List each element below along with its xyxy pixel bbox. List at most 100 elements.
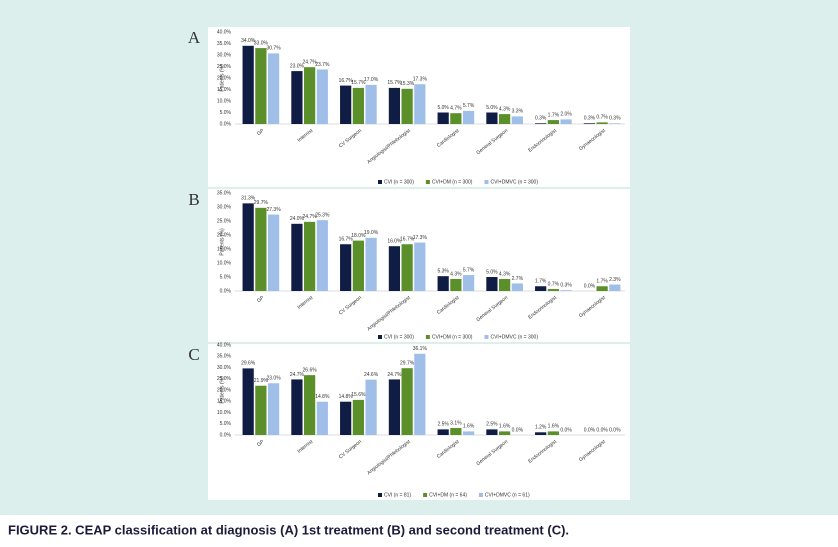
bar <box>499 114 511 124</box>
bar <box>560 119 572 124</box>
bar <box>255 207 267 291</box>
y-tick-label: 10.0% <box>217 98 232 104</box>
bar <box>547 289 559 291</box>
bar <box>352 399 364 435</box>
value-label: 2.7% <box>512 276 524 282</box>
value-label: 23.0% <box>290 63 305 69</box>
value-label: 3.3% <box>512 109 524 115</box>
bar <box>437 276 449 291</box>
bar <box>340 401 352 435</box>
bar <box>267 214 280 291</box>
legend-swatch <box>484 180 489 184</box>
value-label: 25.3% <box>315 212 330 218</box>
legend-swatch <box>425 335 430 339</box>
y-tick-label: 25.0% <box>217 64 232 70</box>
y-tick-label: 35.0% <box>217 41 232 47</box>
bar <box>414 353 426 435</box>
value-label: 16.7% <box>339 78 354 84</box>
bar <box>242 203 254 291</box>
y-tick-label: 20.0% <box>217 75 232 81</box>
bar <box>462 110 475 124</box>
bar <box>486 112 498 124</box>
bar <box>596 286 608 291</box>
y-tick-label: 30.0% <box>217 365 232 371</box>
value-label: 0.3% <box>560 282 572 288</box>
legend-label: CVI+DMVC (n = 300) <box>490 334 538 340</box>
bar <box>352 87 364 124</box>
value-label: 24.6% <box>364 372 379 378</box>
value-label: 26.6% <box>303 367 318 373</box>
bar <box>535 123 547 124</box>
value-label: 2.5% <box>437 422 449 428</box>
value-label: 15.7% <box>387 80 402 86</box>
y-axis-title: Patients (%) <box>219 64 225 92</box>
y-tick-label: 5.0% <box>220 274 232 280</box>
legend-swatch <box>378 493 382 497</box>
bar <box>316 401 328 435</box>
bar <box>304 375 316 435</box>
value-label: 30.7% <box>266 46 281 52</box>
value-label: 0.3% <box>535 116 547 122</box>
value-label: 0.0% <box>609 427 621 433</box>
value-label: 0.0% <box>596 427 608 433</box>
bar <box>401 368 413 435</box>
value-label: 24.7% <box>290 372 305 378</box>
value-label: 31.3% <box>241 196 256 202</box>
y-tick-label: 15.0% <box>217 246 232 252</box>
value-label: 5.0% <box>486 269 498 275</box>
value-label: 0.0% <box>584 283 596 289</box>
bar <box>401 244 413 291</box>
y-tick-label: 20.0% <box>217 232 232 238</box>
value-label: 15.6% <box>351 392 366 398</box>
value-label: 24.7% <box>387 372 402 378</box>
legend-label: CVI (n = 81) <box>384 492 411 498</box>
bar <box>511 116 523 124</box>
bar <box>365 84 377 124</box>
y-tick-label: 40.0% <box>217 29 232 35</box>
y-tick-label: 5.0% <box>220 110 232 116</box>
legend-swatch <box>378 180 382 184</box>
legend-label: CVI (n = 300) <box>384 334 414 340</box>
value-label: 4.3% <box>499 106 511 112</box>
value-label: 29.6% <box>241 361 256 367</box>
y-tick-label: 30.0% <box>217 52 232 58</box>
value-label: 29.7% <box>400 361 415 367</box>
bar <box>291 223 303 291</box>
caption: FIGURE 2. CEAP classification at diagnos… <box>8 522 569 537</box>
bar <box>401 88 413 124</box>
value-label: 23.7% <box>315 62 330 68</box>
y-tick-label: 0.0% <box>220 432 232 438</box>
bar <box>560 290 572 291</box>
y-tick-label: 35.0% <box>217 190 232 196</box>
value-label: 5.7% <box>463 267 475 273</box>
bar <box>291 379 303 435</box>
y-axis-title: Patients (%) <box>219 228 225 256</box>
value-label: 2.0% <box>560 112 572 118</box>
bar <box>352 240 364 291</box>
bar <box>486 429 498 435</box>
value-label: 5.7% <box>463 103 475 109</box>
value-label: 21.9% <box>254 378 269 384</box>
value-label: 5.0% <box>437 105 449 111</box>
value-label: 1.6% <box>463 424 475 430</box>
value-label: 1.7% <box>596 279 608 285</box>
value-label: 4.3% <box>499 271 511 277</box>
value-label: 1.2% <box>535 425 547 431</box>
bar <box>583 123 596 124</box>
value-label: 34.0% <box>241 38 256 44</box>
y-tick-label: 30.0% <box>217 204 232 210</box>
bar <box>414 242 426 291</box>
bar <box>486 277 498 291</box>
value-label: 1.6% <box>548 424 560 430</box>
bar <box>316 220 328 291</box>
bar <box>499 431 511 435</box>
bar <box>414 84 426 124</box>
x-tick-label: GP <box>256 294 266 304</box>
bar <box>596 122 608 124</box>
y-tick-label: 25.0% <box>217 218 232 224</box>
bar <box>450 113 462 124</box>
y-tick-label: 10.0% <box>217 260 232 266</box>
bar <box>267 53 280 124</box>
bar <box>388 87 401 124</box>
